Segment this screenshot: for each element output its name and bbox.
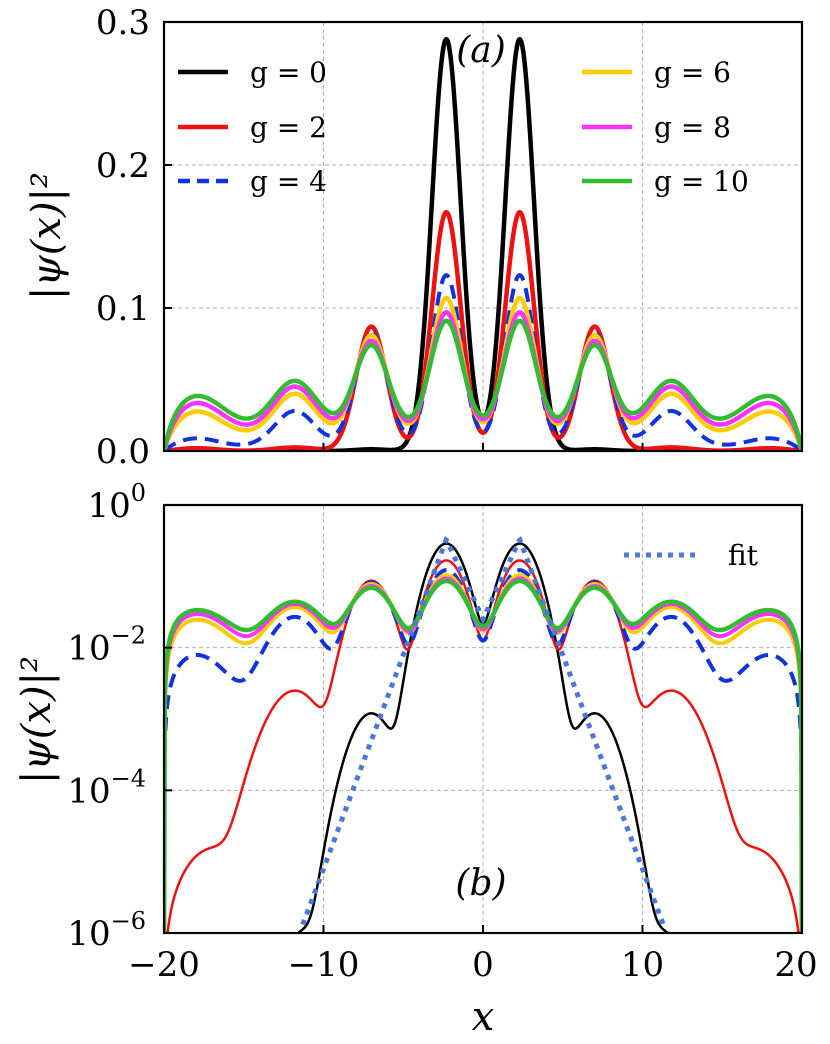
y-tick-label: 10−6 — [67, 907, 146, 954]
panel-a: 0.0 0.1 0.2 0.3 |ψ(x)|² (a) g = 0 g = 2 g = 4… — [24, 3, 804, 472]
panel-b-ticks — [163, 504, 803, 934]
panel-b-y-tick-labels: 100 10−2 10−4 10−6 — [67, 479, 146, 954]
panel-a-label: (a) — [456, 30, 506, 71]
y-tick-label: 0.0 — [96, 432, 150, 472]
x-tick-label: 10 — [621, 945, 664, 985]
legend-label-g-0: g = 0 — [250, 56, 327, 89]
legend-label-g-6: g = 6 — [654, 56, 731, 89]
y-tick-label: 0.3 — [96, 3, 150, 43]
panel-a-curves — [164, 36, 802, 451]
x-tick-label: 20 — [774, 945, 817, 985]
series-g-8-line — [164, 576, 802, 933]
series-g-6-line — [164, 295, 802, 451]
series-g-8-line — [164, 310, 802, 451]
y-tick-label: 10−2 — [67, 622, 146, 669]
legend-label-fit: fit — [728, 539, 759, 572]
y-tick-exponent: −6 — [111, 907, 146, 935]
series-g-2-line — [164, 209, 802, 451]
panel-a-y-axis-label: |ψ(x)|² — [24, 172, 70, 300]
x-tick-label: −10 — [288, 945, 360, 985]
legend-label-g-2: g = 2 — [250, 111, 327, 144]
panel-b-y-axis-label: |ψ(x)|² — [14, 656, 60, 784]
y-tick-exponent: 0 — [131, 479, 146, 507]
legend-label-g-4: g = 4 — [250, 165, 327, 198]
legend-label-g-10: g = 10 — [654, 165, 749, 198]
panel-a-grid — [164, 22, 802, 451]
series-g-4-line — [164, 568, 802, 933]
y-tick-label: 0.1 — [96, 289, 150, 329]
panel-b-label: (b) — [455, 863, 506, 904]
panel-a-y-tick-labels: 0.0 0.1 0.2 0.3 — [96, 3, 150, 472]
series-g-4-line — [164, 273, 802, 451]
panel-b-x-tick-labels: −20 −10 0 10 20 — [128, 945, 818, 985]
panel-b-grid — [164, 505, 802, 933]
series-g-10-line — [164, 318, 802, 451]
y-tick-exponent: −2 — [111, 622, 146, 650]
panel-b-curves — [164, 536, 802, 933]
y-tick-label: 100 — [87, 479, 146, 526]
series-g-10-line — [164, 578, 802, 933]
y-tick-label: 0.2 — [96, 146, 150, 186]
y-tick-label: 10−4 — [67, 764, 146, 811]
panel-b-legend: fit — [624, 539, 759, 572]
panel-b-x-axis-label: x — [472, 994, 495, 1040]
series-fit-line — [300, 536, 666, 926]
x-tick-label: 0 — [472, 945, 494, 985]
panel-a-legend: g = 0 g = 2 g = 4 g = 6 g = 8 g = 10 — [178, 56, 749, 198]
x-tick-label: −20 — [128, 945, 200, 985]
legend-label-g-8: g = 8 — [654, 111, 731, 144]
panel-a-ticks — [163, 21, 803, 452]
y-tick-exponent: −4 — [111, 764, 146, 792]
